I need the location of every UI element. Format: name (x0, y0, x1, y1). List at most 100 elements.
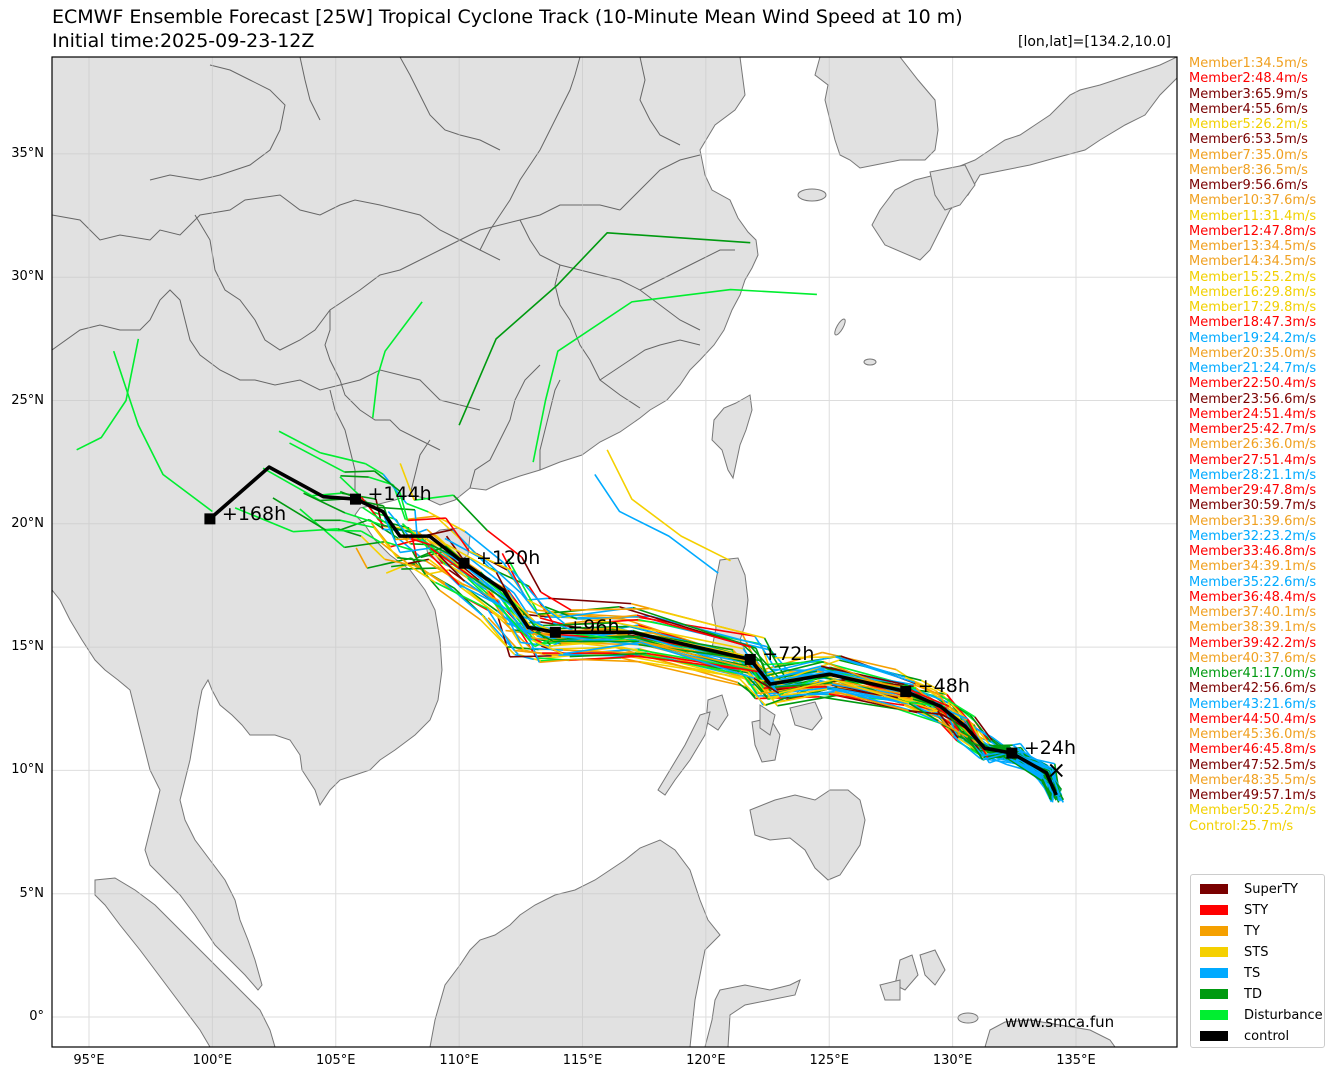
member-wind-entry: Member26:36.0m/s (1189, 437, 1317, 453)
member-wind-entry: Member20:35.0m/s (1189, 345, 1317, 361)
member-wind-entry: Member1:34.5m/s (1189, 56, 1308, 71)
legend-swatch (1200, 1010, 1228, 1020)
lat-tick-label: 15°N (11, 639, 44, 655)
forecast-hour-label: +168h (221, 502, 287, 525)
member-wind-entry: Member36:48.4m/s (1189, 589, 1317, 605)
member-wind-entry: Member14:34.5m/s (1189, 254, 1317, 270)
legend-label: SuperTY (1244, 881, 1298, 897)
member-wind-entry: Control:25.7m/s (1189, 818, 1294, 834)
member-wind-entry: Member31:39.6m/s (1189, 513, 1317, 529)
member-wind-entry: Member46:45.8m/s (1189, 742, 1317, 758)
member-wind-entry: Member17:29.8m/s (1189, 300, 1317, 315)
legend-item: TS (1200, 964, 1260, 982)
forecast-hour-label: +48h (917, 675, 970, 698)
legend-label: STY (1244, 902, 1269, 918)
legend-label: TY (1244, 923, 1260, 939)
legend-swatch (1200, 989, 1228, 999)
control-track (204, 465, 1063, 796)
member-wind-entry: Member6:53.5m/s (1189, 132, 1308, 148)
member-wind-entry: Member2:48.4m/s (1189, 71, 1308, 87)
member-wind-entry: Member42:56.6m/s (1189, 681, 1317, 697)
member-wind-entry: Member32:23.2m/s (1189, 528, 1317, 544)
member-wind-entry: Member29:47.8m/s (1189, 483, 1317, 498)
initial-time: Initial time:2025-09-23-12Z (52, 30, 315, 52)
member-wind-entry: Member9:56.6m/s (1189, 178, 1308, 193)
member-wind-entry: Member12:47.8m/s (1189, 223, 1317, 239)
map-frame (51, 56, 1178, 1048)
legend-item: STS (1200, 943, 1268, 961)
lat-tick-label: 20°N (11, 515, 44, 531)
member-wind-entry: Member7:35.0m/s (1189, 147, 1308, 163)
member-wind-entry: Member25:42.7m/s (1189, 422, 1317, 437)
forecast-hour-label: +24h (1023, 737, 1076, 760)
forecast-hour-label: +72h (762, 643, 815, 666)
legend-swatch (1200, 1031, 1228, 1041)
member-wind-entry: Member45:36.0m/s (1189, 727, 1317, 742)
legend-label: control (1244, 1028, 1290, 1044)
member-wind-list: Member1:34.5m/s Member2:48.4m/s Member3:65… (1189, 56, 1316, 834)
province-borders (52, 57, 735, 496)
lon-tick-label: 100°E (192, 1053, 233, 1068)
member-wind-entry: Member40:37.6m/s (1189, 650, 1317, 666)
member-wind-entry: Member39:42.2m/s (1189, 635, 1317, 651)
legend-item: STY (1200, 901, 1268, 919)
member-wind-entry: Member10:37.6m/s (1189, 193, 1317, 209)
member-wind-entry: Member4:55.6m/s (1189, 101, 1308, 117)
member-wind-entry: Member16:29.8m/s (1189, 284, 1317, 300)
legend-swatch (1200, 884, 1228, 894)
legend-item: TD (1200, 985, 1262, 1003)
lon-tick-label: 95°E (73, 1053, 105, 1068)
member-wind-entry: Member44:50.4m/s (1189, 711, 1317, 727)
member-wind-entry: Member28:21.1m/s (1189, 467, 1317, 483)
member-wind-entry: Member41:17.0m/s (1189, 666, 1317, 681)
lat-tick-label: 25°N (11, 392, 44, 408)
member-wind-entry: Member19:24.2m/s (1189, 330, 1317, 346)
member-wind-entry: Member23:56.6m/s (1189, 391, 1317, 407)
legend-label: TD (1244, 986, 1262, 1002)
member-wind-entry: Member5:26.2m/s (1189, 117, 1308, 132)
forecast-hour-label: +96h (567, 616, 620, 639)
member-wind-entry: Member47:52.5m/s (1189, 757, 1317, 773)
member-wind-entry: Member33:46.8m/s (1189, 544, 1317, 559)
member-wind-entry: Member38:39.1m/s (1189, 620, 1317, 636)
lon-tick-label: 130°E (932, 1053, 973, 1068)
member-wind-entry: Member3:65.9m/s (1189, 86, 1308, 102)
lon-tick-label: 115°E (562, 1053, 603, 1068)
member-wind-entry: Member37:40.1m/s (1189, 605, 1317, 620)
category-legend: SuperTY STY TY STS TS TD Disturbance control (1190, 874, 1325, 1048)
legend-label: TS (1244, 965, 1261, 981)
member-wind-entry: Member30:59.7m/s (1189, 498, 1317, 514)
watermark: www.smca.fun (1005, 1013, 1115, 1031)
lon-tick-label: 120°E (686, 1053, 726, 1068)
member-wind-entry: Member15:25.2m/s (1189, 269, 1317, 285)
member-wind-entry: Member21:24.7m/s (1189, 361, 1317, 376)
legend-item: TY (1200, 922, 1260, 940)
member-wind-entry: Member43:21.6m/s (1189, 696, 1317, 712)
member-wind-entry: Member35:22.6m/s (1189, 574, 1317, 590)
member-wind-entry: Member22:50.4m/s (1189, 376, 1317, 392)
member-wind-entry: Member8:36.5m/s (1189, 162, 1308, 178)
lon-tick-label: 105°E (315, 1053, 356, 1068)
forecast-hour-label: +120h (476, 547, 541, 570)
legend-swatch (1200, 947, 1228, 957)
lat-tick-label: 10°N (11, 762, 44, 778)
initial-position: [lon,lat]=[134.2,10.0] (1017, 34, 1171, 50)
lat-tick-label: 5°N (19, 885, 45, 901)
legend-item: Disturbance (1200, 1006, 1323, 1024)
legend-swatch (1200, 968, 1228, 978)
lat-tick-label: 35°N (11, 145, 44, 161)
legend-swatch (1200, 905, 1228, 915)
lon-tick-label: 135°E (1056, 1053, 1096, 1068)
member-wind-entry: Member49:57.1m/s (1189, 788, 1317, 803)
legend-label: Disturbance (1244, 1007, 1323, 1023)
member-wind-entry: Member13:34.5m/s (1189, 239, 1317, 254)
member-wind-entry: Member11:31.4m/s (1189, 208, 1317, 224)
lon-tick-label: 110°E (439, 1053, 479, 1068)
member-wind-entry: Member18:47.3m/s (1189, 315, 1317, 331)
member-wind-entry: Member24:51.4m/s (1189, 406, 1317, 422)
lat-tick-label: 0° (29, 1009, 44, 1024)
member-wind-entry: Member48:35.5m/s (1189, 772, 1317, 788)
lon-tick-label: 125°E (809, 1053, 850, 1068)
legend-item: control (1200, 1027, 1289, 1045)
